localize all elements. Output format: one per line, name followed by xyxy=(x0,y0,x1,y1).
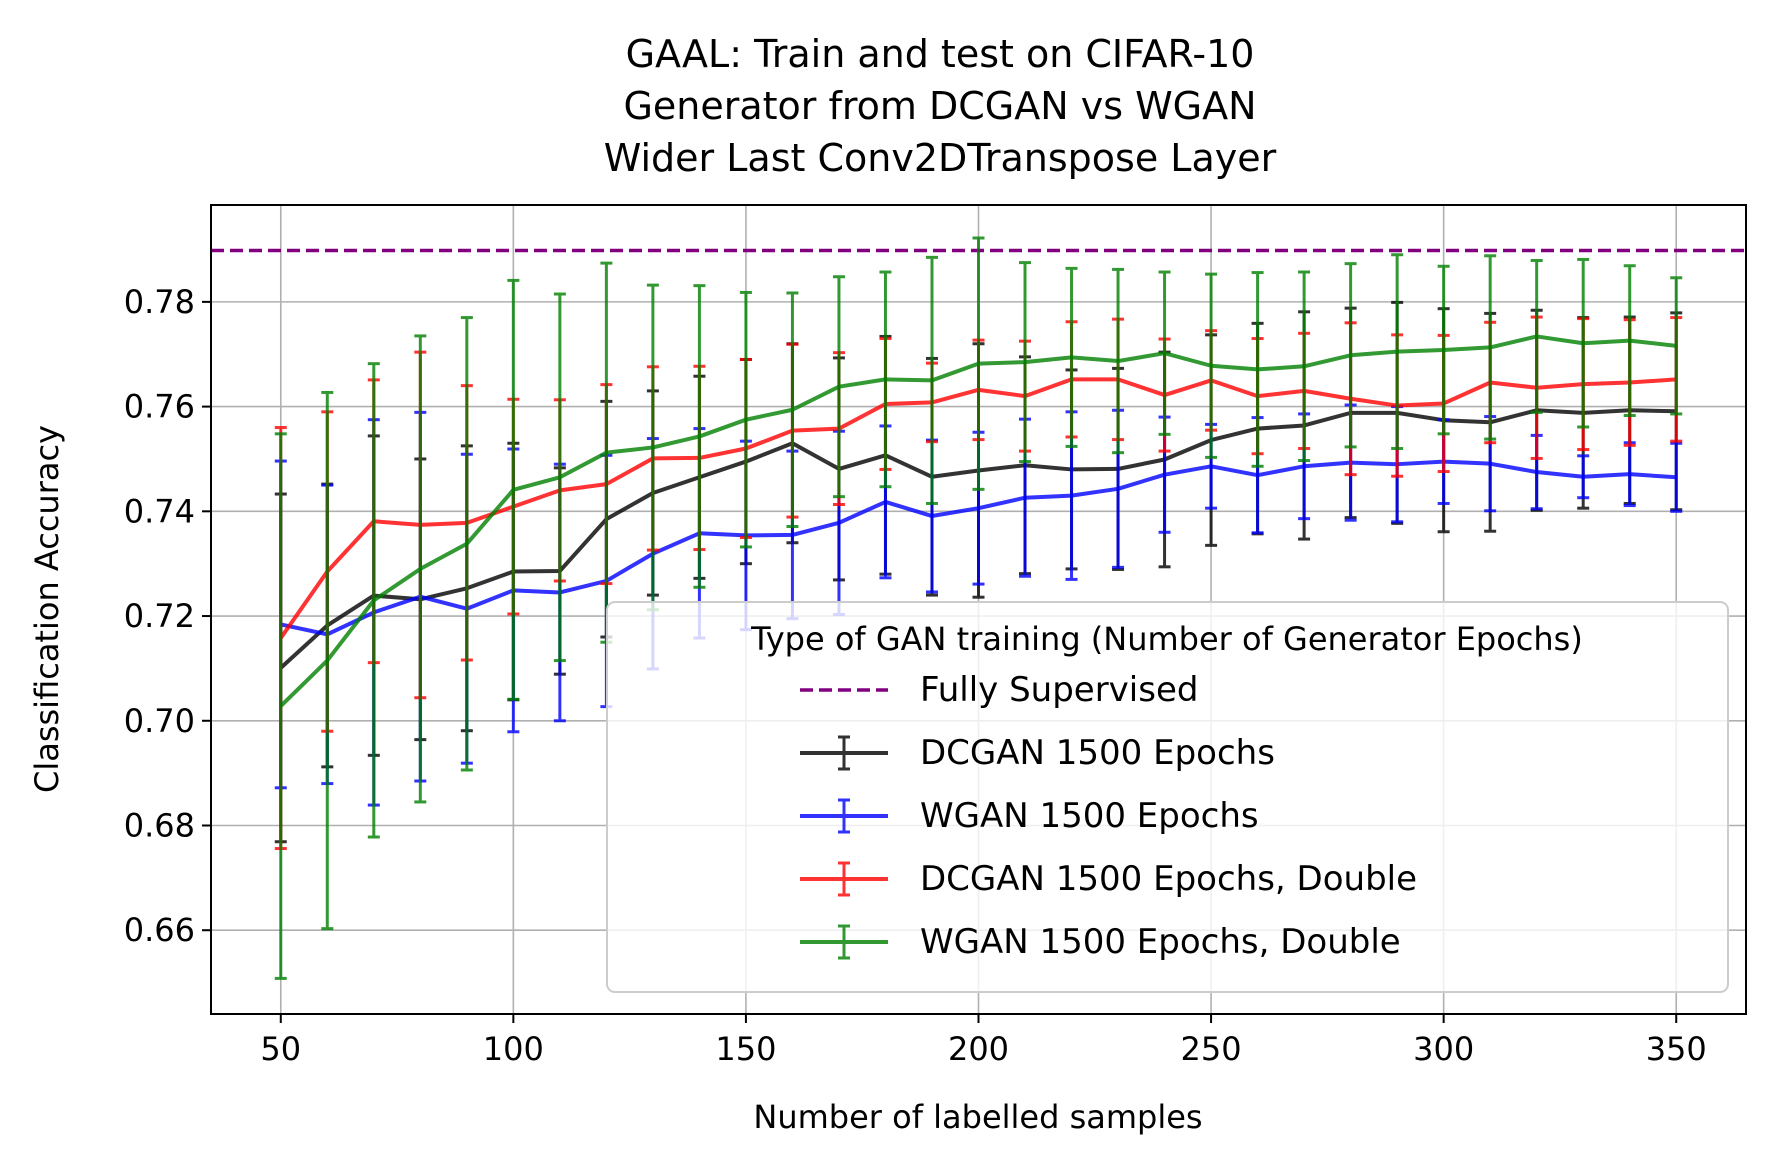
legend-item-series-3: WGAN 1500 Epochs, Double xyxy=(800,922,1401,962)
x-tick-label: 100 xyxy=(483,1030,544,1068)
legend-label: WGAN 1500 Epochs xyxy=(920,796,1259,836)
series-layer xyxy=(274,236,1683,980)
y-axis-label: Classification Accuracy xyxy=(28,425,66,793)
legend-label: DCGAN 1500 Epochs xyxy=(920,733,1275,773)
x-tick-label: 300 xyxy=(1413,1030,1474,1068)
axis-ticks: 50 100 150 200 250 300 350 0.66 0.68 0.70 0.72 0.74… xyxy=(124,283,1707,1068)
x-tick-label: 350 xyxy=(1646,1030,1707,1068)
chart-title-line-1: GAAL: Train and test on CIFAR-10 xyxy=(626,32,1255,76)
legend-item-series-2: DCGAN 1500 Epochs, Double xyxy=(800,859,1417,899)
legend-item-series-0: DCGAN 1500 Epochs xyxy=(800,733,1275,773)
series-line xyxy=(279,334,1677,708)
y-tick-label: 0.66 xyxy=(124,911,195,949)
y-tick-label: 0.68 xyxy=(124,806,195,844)
y-tick-label: 0.74 xyxy=(124,492,195,530)
legend-handle xyxy=(800,861,888,897)
legend-label: Fully Supervised xyxy=(920,670,1198,710)
legend: Type of GAN training (Number of Generato… xyxy=(606,601,1729,993)
legend-item-fully-supervised: Fully Supervised xyxy=(800,670,1198,710)
legend-handle xyxy=(800,735,888,771)
x-axis-label: Number of labelled samples xyxy=(753,1098,1202,1136)
legend-item-series-1: WGAN 1500 Epochs xyxy=(800,796,1259,836)
legend-title: Type of GAN training (Number of Generato… xyxy=(750,620,1583,658)
chart-title-line-3: Wider Last Conv2DTranspose Layer xyxy=(604,136,1277,180)
legend-box xyxy=(606,601,1729,993)
y-tick-label: 0.72 xyxy=(124,597,195,635)
series-3 xyxy=(274,236,1683,980)
y-tick-label: 0.70 xyxy=(124,702,195,740)
y-tick-label: 0.76 xyxy=(124,388,195,426)
x-tick-label: 200 xyxy=(948,1030,1009,1068)
legend-label: WGAN 1500 Epochs, Double xyxy=(920,922,1401,962)
x-tick-label: 50 xyxy=(260,1030,301,1068)
x-tick-label: 150 xyxy=(715,1030,776,1068)
chart-title-line-2: Generator from DCGAN vs WGAN xyxy=(623,84,1256,128)
legend-handle xyxy=(800,924,888,960)
legend-handle xyxy=(800,798,888,834)
legend-label: DCGAN 1500 Epochs, Double xyxy=(920,859,1417,899)
legend-items: Fully Supervised DCGAN 1500 Epochs WGAN 15… xyxy=(800,670,1417,962)
chart-title: GAAL: Train and test on CIFAR-10 Generat… xyxy=(604,32,1277,180)
y-tick-label: 0.78 xyxy=(124,283,195,321)
x-tick-label: 250 xyxy=(1181,1030,1242,1068)
